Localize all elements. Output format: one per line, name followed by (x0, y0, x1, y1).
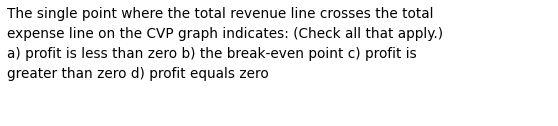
Text: The single point where the total revenue line crosses the total
expense line on : The single point where the total revenue… (7, 7, 443, 81)
